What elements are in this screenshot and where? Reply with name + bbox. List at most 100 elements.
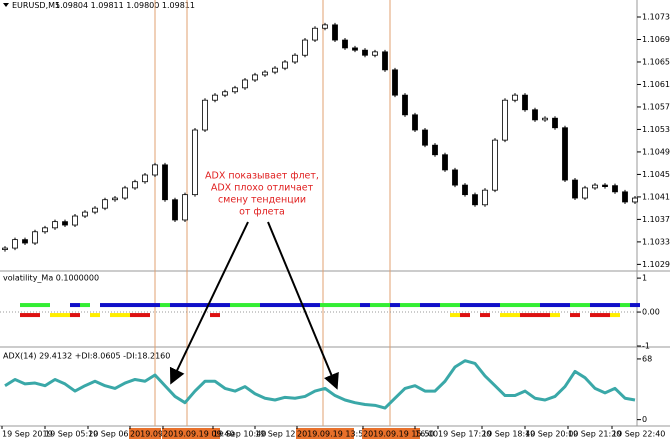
state-bar [460,313,470,318]
candle [42,227,48,233]
state-bar [500,313,510,318]
state-bar [40,303,50,308]
state-bar [30,313,40,318]
state-bar [570,313,580,318]
plots: 1.10735 1.10695 1.10655 1.10615 1.10575 1.105… [0,12,670,424]
state-bar [430,303,440,308]
candle [502,99,508,141]
state-bar [400,303,410,308]
candle [72,215,78,226]
candle [182,194,188,221]
annotation-line: смену тенденции [218,195,306,206]
state-bar [420,303,430,308]
state-bar [520,313,530,318]
panel-title: ADX(14) 29.4132 +DI:8.0605 -DI:18.2160 [3,352,170,361]
y-tick-label: 1.10415 [642,192,670,201]
state-bar [450,313,460,318]
candle [302,39,308,56]
state-bar [630,303,640,308]
state-bar [110,303,120,308]
state-bar [530,313,540,318]
state-bar [70,313,80,318]
state-bar [270,303,280,308]
state-bar [510,313,520,318]
state-bar [100,303,110,308]
state-bar [70,303,80,308]
candle [472,194,478,206]
candle [412,114,418,131]
state-bar [590,313,600,318]
annotation-line: ADX плохо отличает [211,183,314,194]
state-bar [230,303,240,308]
state-bar [260,303,270,308]
candle [62,221,68,226]
arrow [267,221,339,390]
state-bar [460,303,470,308]
y-tick-label: 1.10375 [642,215,670,224]
state-bar [160,303,170,308]
state-bar [130,303,140,308]
state-bar [600,313,610,318]
state-bar [610,303,620,308]
state-bar [600,303,610,308]
state-bar [410,303,420,308]
state-bar [550,313,560,318]
time-highlight [129,428,161,439]
panel-title: volatility_Ma 0.1000000 [3,274,99,283]
state-bar [300,303,310,308]
candle [432,144,438,156]
time-label: 19 Sep 20:00 [525,430,578,439]
state-bar [20,313,30,318]
annotation-line: от флета [239,207,285,218]
state-bar [210,303,220,308]
state-bar [480,303,490,308]
state-bar [200,303,210,308]
time-highlight [296,428,354,439]
y-tick-label: 1.10495 [642,147,670,156]
arrow [169,221,249,385]
candle [82,211,88,217]
candle [312,27,318,41]
candle [592,184,598,189]
state-bar [120,313,130,318]
state-bar [620,303,630,308]
y-tick-label: 1.10695 [642,35,670,44]
state-bar [440,303,450,308]
candle [102,199,108,209]
candle [282,61,288,69]
candle [452,169,458,186]
candle [142,174,148,183]
state-bar [140,303,150,308]
candle [462,184,468,196]
candle [202,99,208,131]
state-bar [560,303,570,308]
time-label: 19 Sep 18:40 [482,430,535,439]
candle [572,179,578,199]
candle [112,197,118,201]
candle [532,109,538,121]
candle [252,74,258,81]
time-highlight [362,428,420,439]
candle [632,197,638,203]
state-bar [510,303,520,308]
y-tick-label: 1 [642,274,647,283]
candle [192,129,198,196]
state-bar [490,303,500,308]
state-bar [580,303,590,308]
y-tick-label: 1.10295 [642,260,670,269]
candle [602,184,608,188]
state-bar [330,303,340,308]
state-bar [610,313,620,318]
candle [212,94,218,101]
state-bar [130,313,140,318]
candle [292,54,298,63]
state-bar [320,303,330,308]
candle [492,139,498,191]
candle [562,127,568,181]
state-bar [470,303,480,308]
candle [612,185,618,193]
candle [352,47,358,51]
candle [242,79,248,89]
y-tick-label: 1.10455 [642,170,670,179]
y-tick-label: 1.10735 [642,12,670,21]
